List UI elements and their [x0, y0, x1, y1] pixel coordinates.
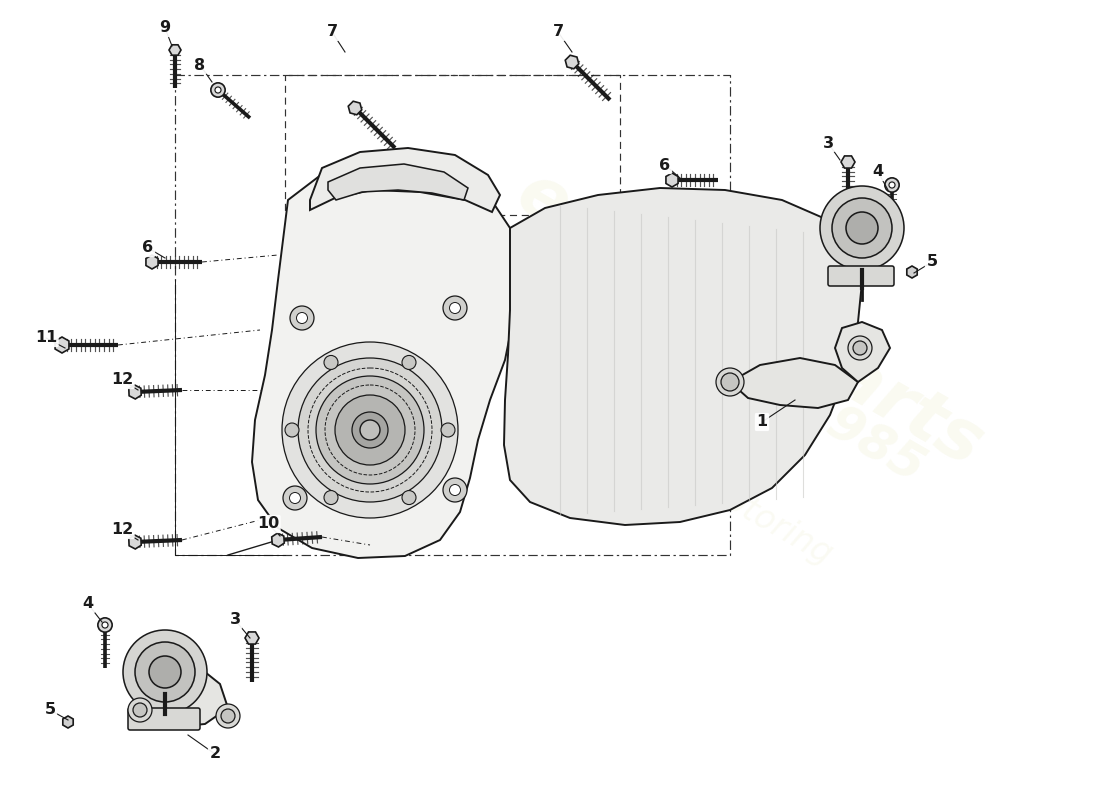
Circle shape [832, 198, 892, 258]
Text: 11: 11 [35, 330, 57, 346]
Circle shape [441, 423, 455, 437]
Polygon shape [835, 322, 890, 382]
Text: 12: 12 [111, 373, 133, 387]
Polygon shape [63, 716, 74, 728]
Circle shape [285, 423, 299, 437]
Polygon shape [906, 266, 917, 278]
Circle shape [98, 618, 112, 632]
Text: 1: 1 [757, 414, 768, 430]
Polygon shape [504, 188, 862, 525]
Circle shape [214, 87, 221, 93]
Polygon shape [730, 358, 858, 408]
Circle shape [289, 493, 300, 503]
Circle shape [123, 630, 207, 714]
Circle shape [324, 355, 338, 370]
Circle shape [298, 358, 442, 502]
FancyBboxPatch shape [828, 266, 894, 286]
Text: 6: 6 [659, 158, 671, 173]
Polygon shape [132, 668, 228, 728]
Polygon shape [272, 533, 284, 547]
Text: eurocarparts: eurocarparts [505, 158, 996, 482]
Circle shape [443, 478, 468, 502]
Circle shape [133, 703, 147, 717]
Circle shape [221, 709, 235, 723]
Polygon shape [666, 173, 678, 187]
Polygon shape [146, 255, 158, 269]
Circle shape [402, 490, 416, 505]
Circle shape [846, 212, 878, 244]
Text: 7: 7 [552, 25, 563, 39]
Circle shape [135, 642, 195, 702]
Circle shape [848, 336, 872, 360]
Text: 3: 3 [823, 135, 834, 150]
Circle shape [884, 178, 899, 192]
Text: 10: 10 [257, 517, 279, 531]
Text: 3: 3 [230, 613, 241, 627]
Text: 2: 2 [209, 746, 221, 762]
Polygon shape [252, 158, 515, 558]
Polygon shape [55, 337, 69, 353]
Circle shape [889, 182, 895, 188]
Circle shape [716, 368, 744, 396]
Polygon shape [245, 632, 258, 644]
Text: 6: 6 [142, 241, 154, 255]
Circle shape [450, 485, 461, 495]
Circle shape [720, 373, 739, 391]
Polygon shape [349, 102, 362, 114]
Text: since 1985: since 1985 [647, 298, 933, 491]
Circle shape [216, 704, 240, 728]
Circle shape [290, 306, 314, 330]
Circle shape [283, 486, 307, 510]
Text: 5: 5 [926, 254, 937, 270]
Circle shape [820, 186, 904, 270]
Circle shape [128, 698, 152, 722]
FancyBboxPatch shape [128, 708, 200, 730]
Polygon shape [565, 55, 579, 69]
Circle shape [852, 341, 867, 355]
Circle shape [402, 355, 416, 370]
Circle shape [352, 412, 388, 448]
Circle shape [324, 490, 338, 505]
Text: 4: 4 [872, 165, 883, 179]
Circle shape [211, 83, 226, 97]
Circle shape [102, 622, 108, 628]
Polygon shape [169, 45, 182, 55]
Polygon shape [310, 148, 500, 212]
Polygon shape [328, 164, 468, 200]
Polygon shape [129, 535, 141, 549]
Polygon shape [842, 156, 855, 168]
Polygon shape [129, 385, 141, 399]
Text: 8: 8 [195, 58, 206, 73]
Circle shape [450, 302, 461, 314]
Text: 12: 12 [111, 522, 133, 538]
Circle shape [360, 420, 379, 440]
Text: 9: 9 [160, 21, 170, 35]
Text: 4: 4 [82, 597, 94, 611]
Circle shape [316, 376, 424, 484]
Circle shape [148, 656, 182, 688]
Text: 7: 7 [327, 25, 338, 39]
Circle shape [297, 313, 308, 323]
Circle shape [282, 342, 458, 518]
Circle shape [336, 395, 405, 465]
Text: 5: 5 [44, 702, 56, 718]
Circle shape [443, 296, 468, 320]
Text: passion for motoring: passion for motoring [522, 370, 838, 570]
